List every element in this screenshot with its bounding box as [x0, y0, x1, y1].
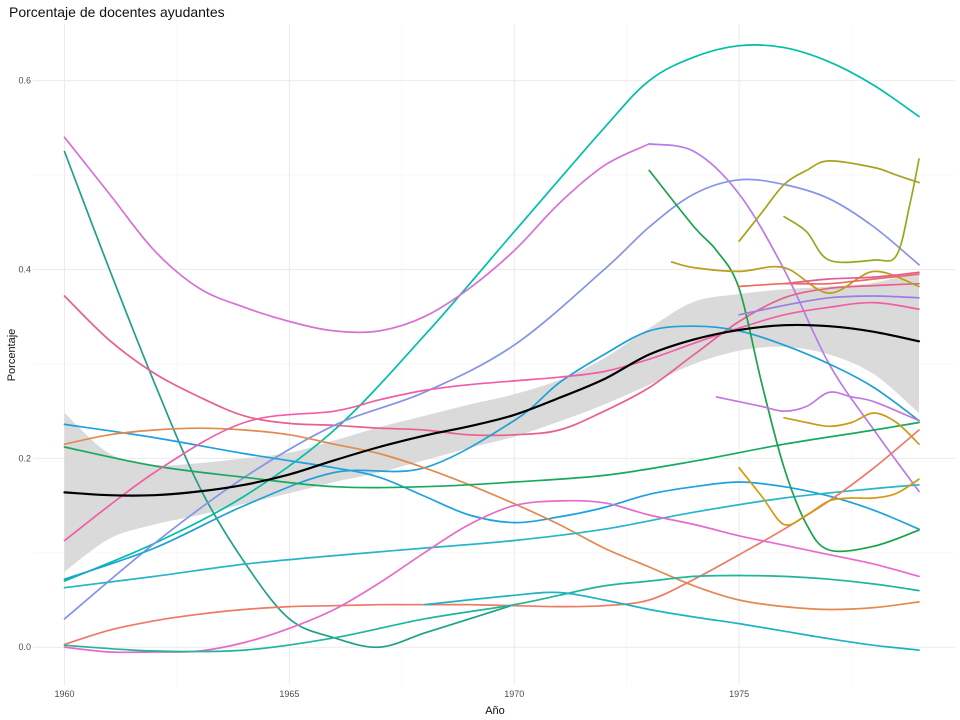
series-line-21 [783, 412, 920, 446]
x-axis-title: Año [485, 705, 505, 717]
series-line-16 [423, 591, 920, 651]
y-tick-label: 0.6 [18, 76, 31, 86]
series-line-2 [63, 150, 516, 649]
series-line-19 [783, 158, 920, 264]
average-trend-line [63, 323, 921, 497]
series-layer [63, 44, 920, 654]
series-line-12 [63, 429, 920, 646]
series-line-26 [738, 273, 920, 288]
y-axis-ticks: 0.0 0.2 0.4 0.6 [18, 76, 31, 653]
series-line-14 [63, 301, 920, 542]
series-line-25 [783, 271, 920, 285]
series-line-8 [63, 325, 920, 581]
series-line-11 [63, 483, 920, 589]
series-line-13 [63, 499, 920, 654]
series-line-6 [63, 178, 920, 620]
series-line-20 [670, 261, 920, 294]
series-line-23 [715, 391, 920, 422]
series-line-10 [63, 421, 920, 489]
average-line-layer [63, 323, 921, 497]
series-line-3 [63, 136, 651, 334]
chart-title: Porcentaje de docentes ayudantes [9, 4, 225, 20]
x-tick-label: 1975 [729, 689, 749, 699]
grid [33, 24, 955, 685]
x-tick-label: 1960 [54, 689, 74, 699]
y-tick-label: 0.0 [18, 642, 31, 652]
y-tick-label: 0.4 [18, 265, 31, 275]
series-line-17 [648, 169, 920, 553]
series-line-9 [63, 427, 920, 611]
series-line-24 [738, 295, 920, 316]
series-line-15 [63, 574, 920, 653]
series-line-1 [63, 44, 920, 582]
series-line-18 [738, 160, 920, 243]
x-tick-label: 1965 [279, 689, 299, 699]
series-line-22 [738, 466, 920, 526]
y-tick-label: 0.2 [18, 453, 31, 463]
x-tick-label: 1970 [504, 689, 524, 699]
x-axis-ticks: 1960 1965 1970 1975 [54, 689, 749, 699]
y-axis-title: Porcentaje [6, 329, 18, 382]
